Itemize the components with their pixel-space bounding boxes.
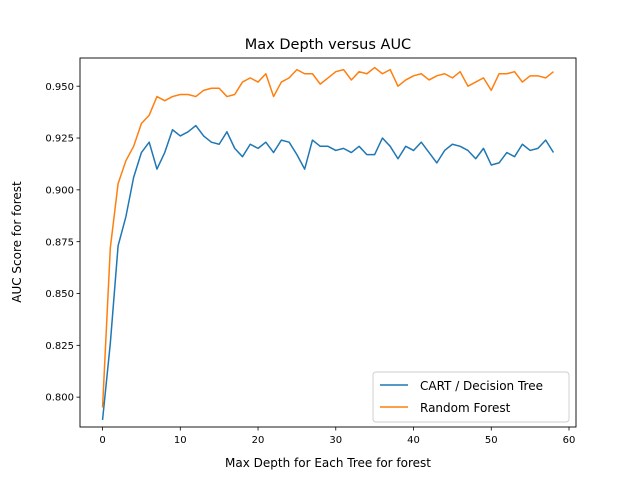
x-tick-label: 20	[252, 435, 265, 446]
y-axis-ticks: 0.800 0.825 0.850 0.875 0.900 0.925 0.950	[45, 82, 80, 404]
lines-layer	[101, 66, 555, 421]
y-tick-label: 0.800	[45, 393, 74, 404]
y-tick-label: 0.950	[45, 82, 74, 93]
series-line-cart-decision-tree	[101, 124, 555, 421]
x-tick-label: 40	[407, 435, 420, 446]
y-axis-label: AUC Score for forest	[10, 181, 24, 303]
plot-frame	[79, 57, 577, 428]
y-tick-label: 0.925	[45, 134, 74, 145]
x-tick-label: 30	[329, 435, 342, 446]
y-tick-label: 0.825	[45, 341, 74, 352]
y-tick-label: 0.875	[45, 237, 74, 248]
y-tick-label: 0.850	[45, 289, 74, 300]
series-line-random-forest	[101, 66, 554, 408]
legend-label-random-forest: Random Forest	[420, 401, 511, 415]
x-tick-label: 60	[563, 435, 576, 446]
x-axis-ticks: 0 10 20 30 40 50 60	[99, 427, 575, 446]
legend: CART / Decision Tree Random Forest	[372, 371, 570, 423]
x-tick-label: 50	[485, 435, 498, 446]
chart-title: Max Depth versus AUC	[245, 37, 411, 53]
x-tick-label: 0	[99, 435, 105, 446]
x-tick-label: 10	[174, 435, 187, 446]
x-axis-label: Max Depth for Each Tree for forest	[225, 456, 431, 470]
legend-label-cart: CART / Decision Tree	[420, 379, 543, 393]
y-tick-label: 0.900	[45, 185, 74, 196]
legend-box	[372, 371, 570, 423]
